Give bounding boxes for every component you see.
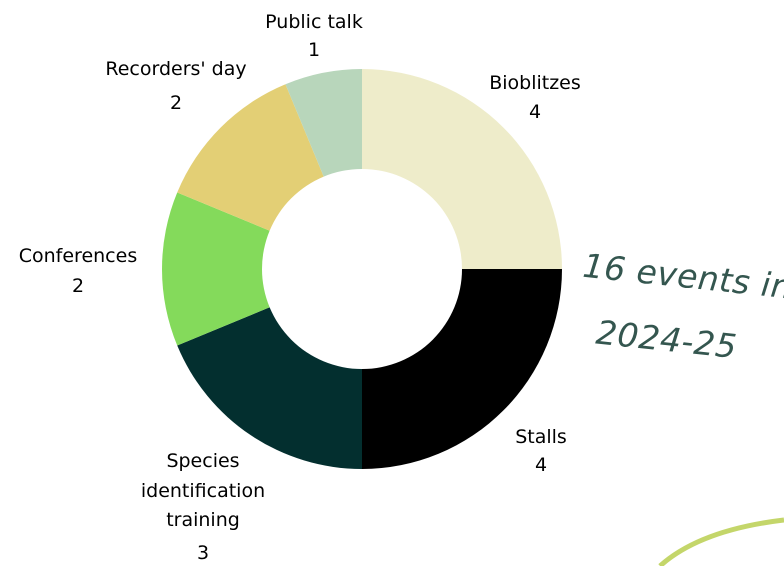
donut-hole — [262, 169, 462, 369]
label-recorders-day: Recorders' day — [105, 58, 246, 80]
label-species-training-line2: identification — [141, 480, 265, 502]
label-species-training-line1: Species — [166, 450, 239, 472]
label-public-talk: Public talk — [265, 11, 363, 33]
annotation-group: 16 events in 2024-25 — [581, 246, 784, 367]
value-recorders-day: 2 — [170, 92, 182, 114]
annotation-line-2: 2024-25 — [594, 313, 739, 367]
value-public-talk: 1 — [308, 39, 320, 61]
value-conferences: 2 — [72, 275, 84, 297]
label-bioblitzes: Bioblitzes — [489, 72, 581, 94]
annotation-line-1: 16 events in — [581, 246, 784, 307]
value-species-training: 3 — [197, 542, 209, 564]
value-stalls: 4 — [535, 454, 547, 476]
label-conferences: Conferences — [19, 245, 137, 267]
decorative-arc — [658, 517, 784, 566]
slice-labels: Bioblitzes 4 Stalls 4 Species identifica… — [19, 11, 581, 564]
value-bioblitzes: 4 — [529, 101, 541, 123]
label-species-training-line3: training — [166, 509, 240, 531]
label-stalls: Stalls — [515, 426, 567, 448]
